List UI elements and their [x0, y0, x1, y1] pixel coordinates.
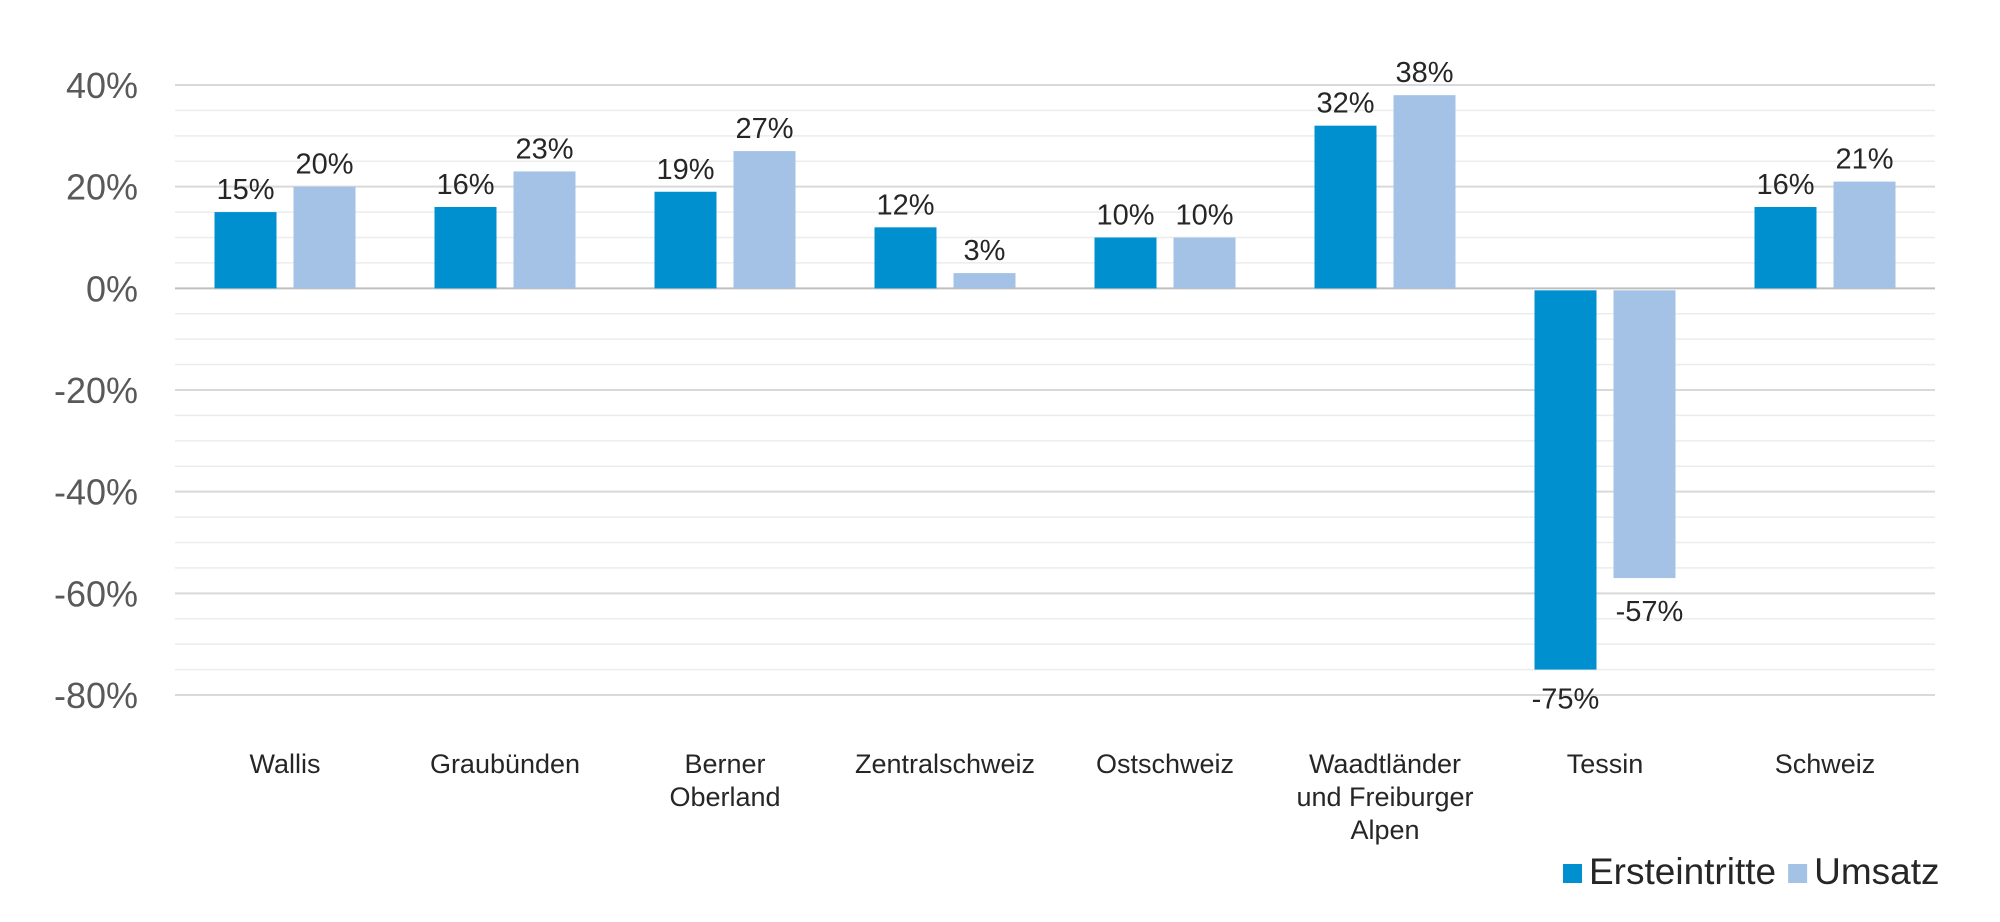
x-tick-label: Wallis	[250, 749, 321, 779]
data-label: 19%	[656, 154, 714, 186]
data-label: 21%	[1835, 144, 1893, 176]
data-label: 10%	[1096, 200, 1154, 232]
data-label: 38%	[1395, 57, 1453, 89]
bar-umsatz	[513, 171, 576, 289]
data-label: 12%	[876, 189, 934, 221]
x-tick-label: Berner Oberland	[669, 749, 780, 812]
y-tick-label: 20%	[66, 167, 138, 208]
bar-ersteintritte	[214, 212, 277, 289]
x-axis: Wallis Graubünden Berner Oberland Zentralsch…	[250, 749, 1876, 845]
bar-umsatz	[1173, 237, 1236, 289]
data-label: -75%	[1532, 684, 1600, 716]
bar-umsatz	[953, 273, 1016, 289]
bars	[214, 95, 1896, 670]
data-label: 10%	[1175, 200, 1233, 232]
legend-swatch-umsatz	[1788, 864, 1808, 883]
data-label: -57%	[1616, 596, 1684, 628]
data-label: 16%	[436, 169, 494, 201]
x-tick-label: Graubünden	[430, 749, 580, 779]
bar-ersteintritte	[874, 227, 937, 289]
y-tick-label: 40%	[66, 65, 138, 106]
bar-umsatz	[293, 186, 356, 289]
x-tick-label: Zentralschweiz	[855, 749, 1035, 779]
x-tick-label: Waadtländer und Freiburger Alpen	[1296, 749, 1473, 845]
data-labels: 15% 20% 16% 23% 19% 27% 12% 3% 10% 10% 32% 38% -75% -…	[216, 57, 1893, 715]
bar-ersteintritte	[1094, 237, 1157, 289]
x-tick-label: Tessin	[1567, 749, 1644, 779]
data-label: 32%	[1316, 88, 1374, 120]
y-tick-label: -40%	[54, 472, 138, 513]
y-tick-label: -60%	[54, 573, 138, 614]
bar-ersteintritte	[1754, 207, 1817, 289]
bar-ersteintritte	[654, 191, 717, 289]
data-label: 16%	[1756, 169, 1814, 201]
bar-umsatz	[1393, 95, 1456, 289]
y-tick-label: 0%	[86, 268, 138, 309]
legend: Ersteintritte Umsatz	[1563, 851, 1940, 892]
legend-swatch-ersteintritte	[1563, 864, 1582, 883]
data-label: 15%	[216, 174, 274, 206]
y-tick-label: -80%	[54, 675, 138, 716]
bar-umsatz	[1613, 290, 1676, 579]
bar-umsatz	[733, 151, 796, 289]
bar-ersteintritte	[1314, 125, 1377, 289]
y-axis: 40% 20% 0% -20% -40% -60% -80%	[54, 65, 138, 716]
x-tick-label: Schweiz	[1775, 749, 1876, 779]
x-tick-label: Ostschweiz	[1096, 749, 1234, 779]
data-label: 23%	[515, 133, 573, 165]
data-label: 20%	[295, 149, 353, 181]
y-tick-label: -20%	[54, 370, 138, 411]
legend-label-umsatz: Umsatz	[1814, 851, 1939, 892]
legend-label-ersteintritte: Ersteintritte	[1589, 851, 1776, 892]
bar-ersteintritte	[434, 207, 497, 289]
bar-ersteintritte	[1534, 290, 1597, 670]
data-label: 3%	[964, 235, 1006, 267]
bar-umsatz	[1833, 181, 1896, 289]
data-label: 27%	[735, 113, 793, 145]
